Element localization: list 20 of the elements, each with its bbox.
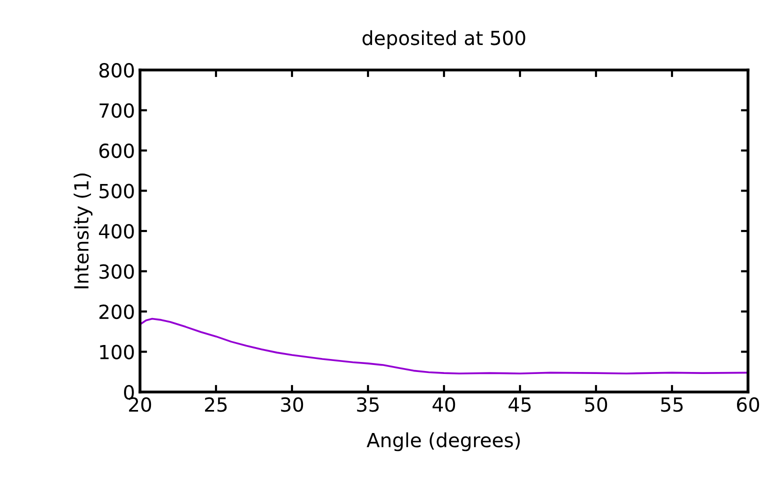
- x-tick-label: 40: [432, 397, 456, 412]
- x-tick-label: 60: [736, 397, 760, 412]
- x-tick-label: 50: [585, 397, 608, 412]
- y-tick-label: 600: [99, 143, 134, 158]
- y-tick-label: 500: [100, 184, 134, 198]
- line-series: [140, 318, 748, 374]
- y-tick-label: 800: [99, 62, 134, 78]
- y-tick-label: 400: [98, 224, 134, 239]
- x-tick-label: 55: [661, 397, 683, 412]
- x-tick-label: 25: [205, 397, 227, 412]
- y-tick-label: 700: [100, 103, 134, 118]
- x-tick-label: 35: [357, 397, 379, 412]
- x-tick-label: 30: [281, 397, 304, 412]
- chart-title: deposited at 500: [362, 30, 526, 50]
- x-axis-title: Angle (degrees): [366, 432, 520, 452]
- y-tick-label: 100: [100, 344, 134, 360]
- x-tick-label: 45: [508, 397, 531, 412]
- y-axis-title: Intensity (1): [74, 173, 92, 288]
- y-tick-label: 300: [100, 264, 134, 279]
- y-tick-label: 200: [99, 304, 134, 320]
